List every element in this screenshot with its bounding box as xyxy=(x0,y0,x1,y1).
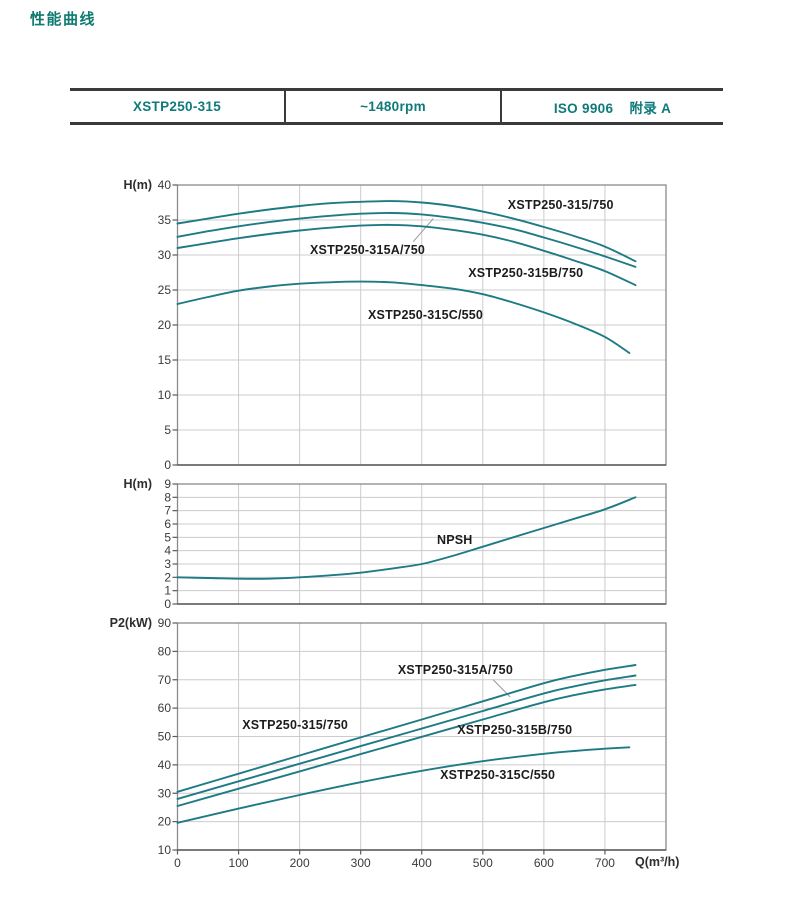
y-tick-label: 15 xyxy=(158,353,172,367)
x-tick-label: 600 xyxy=(534,856,554,870)
y-tick-label: 4 xyxy=(164,544,171,558)
curve-label-315-750-head: XSTP250-315/750 xyxy=(507,198,614,213)
spec-table: XSTP250-315 ~1480rpm ISO 9906 附录 A xyxy=(70,88,723,125)
annotation-leader-line xyxy=(412,218,434,243)
y-tick-label: 30 xyxy=(158,248,172,262)
curve-xstp250-315c-550 xyxy=(176,746,631,824)
y-tick-label: 5 xyxy=(164,423,171,437)
x-tick-label: 700 xyxy=(595,856,615,870)
x-tick-label: 100 xyxy=(229,856,249,870)
y-tick-label: 0 xyxy=(164,597,171,611)
y-tick-label: 35 xyxy=(158,213,172,227)
x-tick-label: 400 xyxy=(412,856,432,870)
curve-label-315b-750-head: XSTP250-315B/750 xyxy=(468,266,584,281)
curve-xstp250-315b-750 xyxy=(176,683,637,807)
curve-label-315c-550-power: XSTP250-315C/550 xyxy=(440,768,556,782)
y-axis-label-npsh-chart: H(m) xyxy=(123,477,152,491)
y-tick-label: 9 xyxy=(164,477,171,491)
y-tick-label: 10 xyxy=(158,843,172,857)
y-axis-label-head-chart: H(m) xyxy=(123,178,152,192)
y-tick-label: 8 xyxy=(164,490,171,504)
y-tick-label: 70 xyxy=(158,673,172,687)
y-tick-label: 80 xyxy=(158,644,172,658)
y-tick-label: 20 xyxy=(158,815,172,829)
x-tick-label: 300 xyxy=(351,856,371,870)
y-tick-label: 1 xyxy=(164,584,171,598)
curve-label-315a-750-power: XSTP250-315A/750 xyxy=(397,663,513,677)
curve-xstp250-315b-750 xyxy=(176,223,637,287)
curve-label-315b-750-power: XSTP250-315B/750 xyxy=(457,722,573,737)
curve-xstp250-315-750 xyxy=(176,200,637,263)
y-tick-label: 0 xyxy=(164,458,171,472)
x-tick-label: 0 xyxy=(174,856,181,870)
y-tick-label: 2 xyxy=(164,570,171,584)
page-title: 性能曲线 xyxy=(30,11,97,28)
y-tick-label: 40 xyxy=(158,178,172,192)
y-axis-label-power-chart: P2(kW) xyxy=(109,616,152,630)
y-tick-label: 20 xyxy=(158,318,172,332)
spec-speed: ~1480rpm xyxy=(284,91,500,122)
spec-model: XSTP250-315 xyxy=(132,99,222,114)
curve-npsh xyxy=(176,496,637,580)
y-tick-label: 90 xyxy=(158,616,172,630)
curve-xstp250-315c-550 xyxy=(176,280,631,354)
y-tick-label: 25 xyxy=(158,283,172,297)
y-tick-label: 40 xyxy=(158,758,172,772)
spec-standard: ISO 9906 附录 A xyxy=(500,91,723,122)
curve-xstp250-315a-750 xyxy=(176,674,637,800)
y-tick-label: 6 xyxy=(164,517,171,531)
y-tick-label: 3 xyxy=(164,557,171,571)
curve-label-315-750-power: XSTP250-315/750 xyxy=(242,718,349,733)
curve-label-315c-550-head: XSTP250-315C/550 xyxy=(368,308,484,323)
y-tick-label: 50 xyxy=(158,730,172,744)
curve-label-npsh: NPSH xyxy=(437,532,473,547)
curve-xstp250-315-750 xyxy=(176,664,637,793)
x-tick-label: 200 xyxy=(290,856,310,870)
y-tick-label: 30 xyxy=(158,786,172,800)
y-tick-label: 10 xyxy=(158,388,172,402)
y-tick-label: 60 xyxy=(158,701,172,715)
x-axis-label: Q(m³/h) xyxy=(635,855,680,869)
y-tick-label: 7 xyxy=(164,504,171,518)
curve-xstp250-315a-750 xyxy=(176,212,637,268)
x-tick-label: 500 xyxy=(473,856,493,870)
curve-label-315a-750-head: XSTP250-315A/750 xyxy=(310,243,426,258)
y-tick-label: 5 xyxy=(164,530,171,544)
